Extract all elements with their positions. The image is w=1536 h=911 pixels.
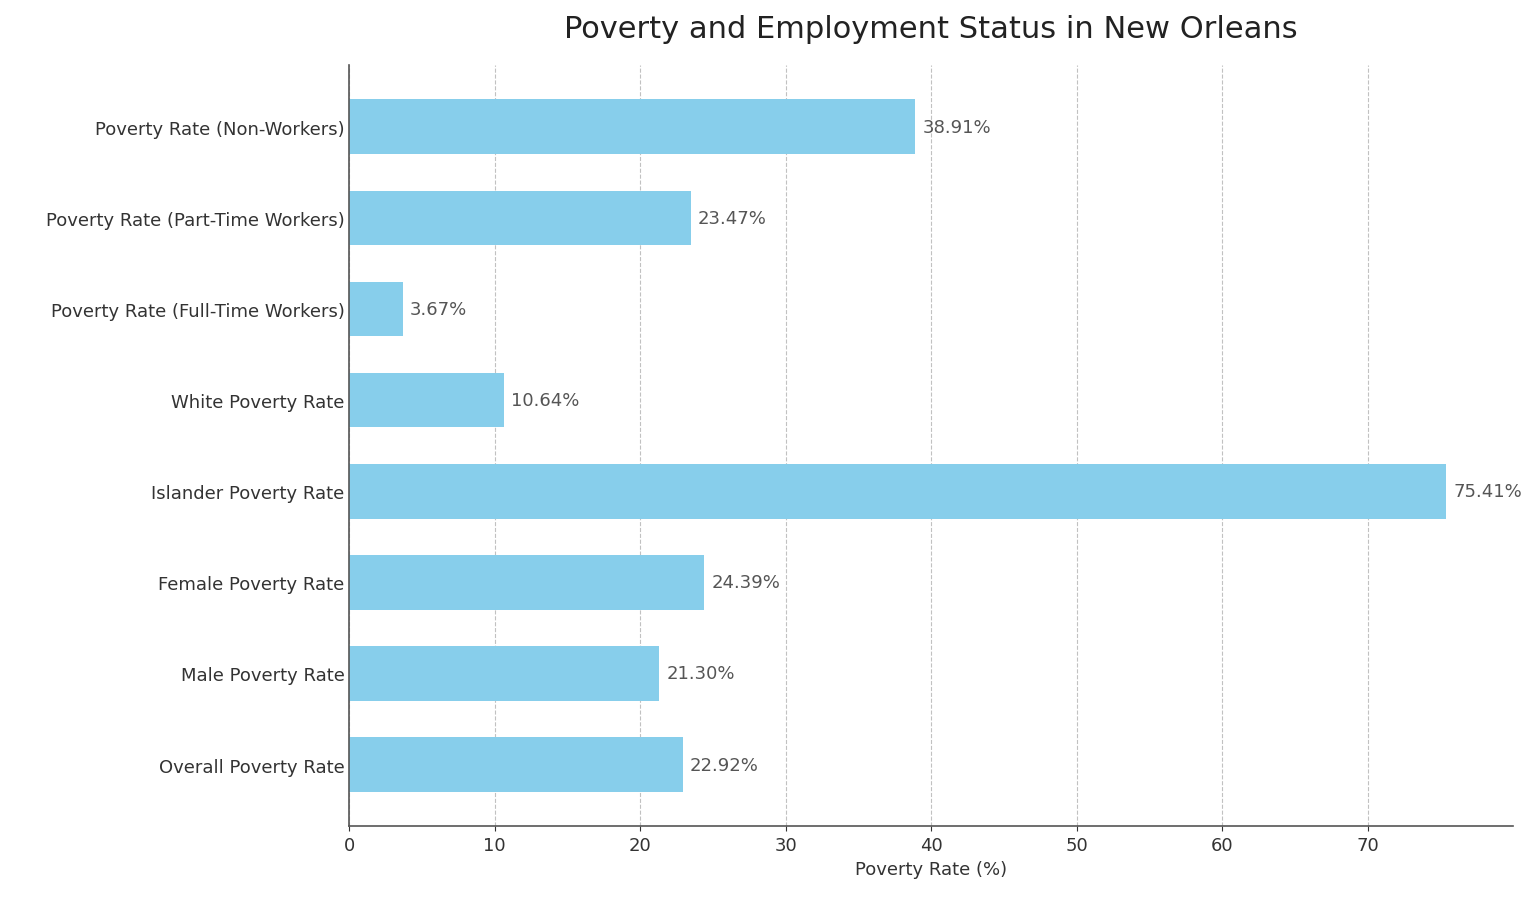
Text: 23.47%: 23.47% bbox=[697, 210, 766, 228]
Bar bbox=[349, 465, 1447, 519]
Bar bbox=[349, 282, 402, 337]
Bar bbox=[349, 737, 684, 792]
Text: 24.39%: 24.39% bbox=[711, 574, 780, 591]
Title: Poverty and Employment Status in New Orleans: Poverty and Employment Status in New Orl… bbox=[564, 15, 1298, 44]
Text: 3.67%: 3.67% bbox=[410, 301, 467, 319]
Bar bbox=[349, 100, 915, 155]
Bar bbox=[349, 374, 504, 428]
Bar bbox=[349, 191, 691, 246]
Text: 22.92%: 22.92% bbox=[690, 756, 759, 773]
Bar bbox=[349, 647, 659, 701]
Bar bbox=[349, 556, 703, 610]
Text: 38.91%: 38.91% bbox=[923, 118, 991, 137]
Text: 75.41%: 75.41% bbox=[1453, 483, 1522, 501]
Text: 10.64%: 10.64% bbox=[511, 392, 579, 410]
Text: 21.30%: 21.30% bbox=[667, 665, 734, 682]
X-axis label: Poverty Rate (%): Poverty Rate (%) bbox=[856, 860, 1008, 878]
